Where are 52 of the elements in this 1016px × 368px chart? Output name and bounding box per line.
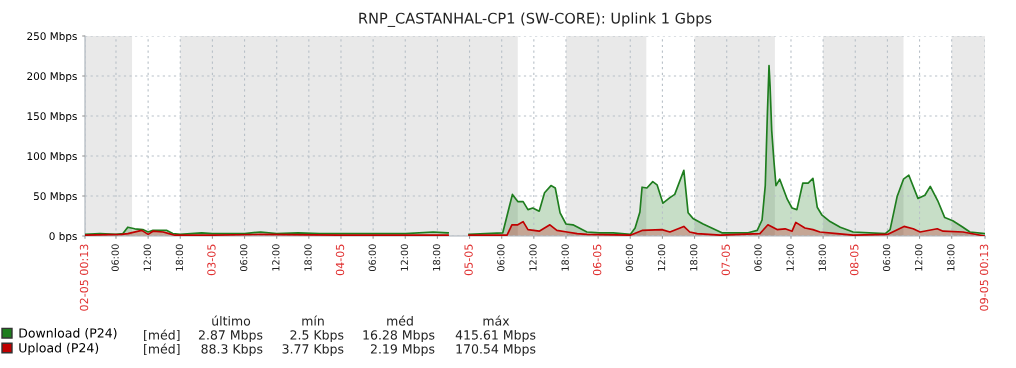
x-tick-label: 12:00 <box>143 244 151 271</box>
y-tick-label: 200 Mbps <box>27 72 77 83</box>
x-tick-label: 12:00 <box>272 244 280 271</box>
text: 170.54 Mbps <box>456 343 536 357</box>
text: máx <box>483 315 510 326</box>
text: [méd] <box>144 329 180 342</box>
x-tick-label: 06-05 <box>592 244 602 276</box>
y-tick-label: 100 Mbps <box>27 152 77 163</box>
text: mín <box>302 315 324 326</box>
text: último <box>212 315 251 326</box>
x-tick-label: 12:00 <box>786 244 794 271</box>
legend-label: Upload (P24) <box>19 342 99 355</box>
x-tick-label: 18:00 <box>818 244 826 271</box>
x-tick-label: 04-05 <box>335 244 345 276</box>
x-tick-label: 18:00 <box>432 244 441 271</box>
x-tick-label: 05-05 <box>464 244 473 276</box>
x-tick-label: 07-05 <box>721 244 730 276</box>
text: 415.61 Mbps <box>455 329 536 343</box>
x-tick-label: 06:00 <box>111 244 119 272</box>
x-tick-label: 12:00 <box>915 244 923 271</box>
text: 2.5 Kbps <box>290 329 344 343</box>
x-tick-label: 06:00 <box>625 244 634 272</box>
chart-title: RNP_CASTANHAL-CP1 (SW-CORE): Uplink 1 Gbps <box>359 12 712 27</box>
x-tick-label: 09-05 00:13 <box>979 244 989 311</box>
text: 3.77 Kbps <box>282 343 344 357</box>
x-tick-label: 06:00 <box>240 244 248 272</box>
x-tick-label: 06:00 <box>882 244 891 272</box>
text: 2.87 Mbps <box>198 329 263 343</box>
y-tick-label: 150 Mbps <box>27 112 77 123</box>
x-tick-label: 18:00 <box>561 244 569 271</box>
x-tick-label: 18:00 <box>690 244 698 271</box>
x-tick-label: 18:00 <box>947 244 955 271</box>
x-tick-label: 18:00 <box>304 244 312 271</box>
text: méd <box>387 315 413 326</box>
x-tick-label: 02-05 00:13 <box>79 244 89 311</box>
y-tick-label: 0 bps <box>49 232 77 243</box>
x-tick-label: 18:00 <box>175 244 184 271</box>
y-tick-label: 50 Mbps <box>33 192 77 203</box>
x-tick-label: 12:00 <box>657 244 666 271</box>
x-tick-label: 03-05 <box>207 244 216 276</box>
x-tick-label: 06:00 <box>754 244 762 272</box>
x-tick-label: 08-05 <box>850 244 859 276</box>
text: 88.3 Kbps <box>201 343 263 357</box>
x-tick-label: 12:00 <box>529 244 537 271</box>
x-tick-label: 12:00 <box>400 244 409 271</box>
x-tick-label: 06:00 <box>368 244 376 272</box>
text: 16.28 Mbps <box>363 329 435 343</box>
legend-label: Download (P24) <box>19 328 117 340</box>
y-tick-label: 250 Mbps <box>27 32 77 43</box>
text: 2.19 Mbps <box>370 343 435 357</box>
text: [méd] <box>144 343 180 356</box>
x-tick-label: 06:00 <box>497 244 505 272</box>
